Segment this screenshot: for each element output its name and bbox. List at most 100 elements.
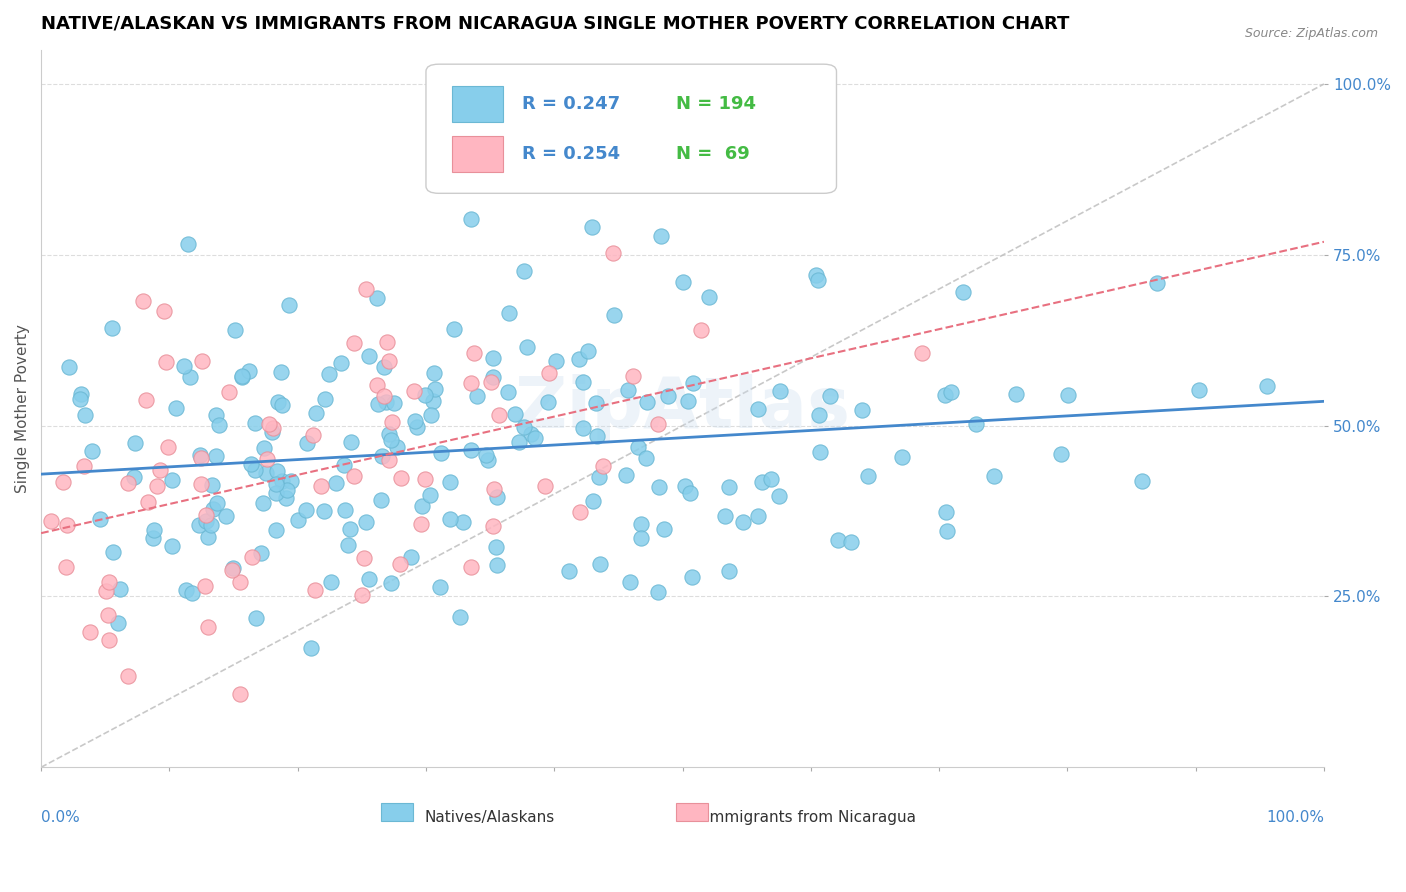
Point [807, 408, 830, 422]
Point [568, 351, 591, 366]
Text: NATIVE/ALASKAN VS IMMIGRANTS FROM NICARAGUA SINGLE MOTHER POVERTY CORRELATION CH: NATIVE/ALASKAN VS IMMIGRANTS FROM NICARA… [41, 15, 1070, 33]
Point [239, 458, 262, 472]
Point [132, 293, 155, 308]
Point [266, 465, 288, 479]
Point [636, 395, 658, 409]
Point [197, 530, 219, 544]
Point [200, 517, 222, 532]
Point [523, 431, 546, 445]
Point [309, 479, 332, 493]
Point [191, 354, 214, 368]
Point [190, 476, 212, 491]
Point [460, 443, 482, 458]
Point [475, 448, 498, 462]
Point [592, 458, 614, 473]
Point [747, 509, 769, 524]
Point [257, 417, 280, 431]
Point [266, 395, 288, 409]
Point [439, 475, 461, 489]
Point [422, 366, 444, 380]
Point [485, 558, 508, 572]
Point [152, 304, 174, 318]
Point [1188, 383, 1211, 397]
Point [619, 575, 641, 590]
Point [759, 473, 782, 487]
Point [373, 389, 395, 403]
Point [654, 522, 676, 536]
Point [650, 229, 672, 244]
Point [202, 501, 225, 516]
Point [375, 335, 398, 350]
Point [939, 385, 962, 400]
Point [177, 236, 200, 251]
Text: Natives/Alaskans: Natives/Alaskans [425, 810, 555, 825]
Point [384, 396, 406, 410]
Point [419, 487, 441, 501]
Point [100, 321, 122, 335]
Point [404, 384, 426, 399]
Point [423, 382, 446, 396]
Point [264, 485, 287, 500]
Point [352, 588, 374, 602]
Point [451, 516, 474, 530]
Point [682, 376, 704, 391]
Point [630, 531, 652, 545]
Point [422, 393, 444, 408]
Point [69, 387, 91, 401]
Point [512, 419, 534, 434]
Point [460, 212, 482, 227]
Point [94, 584, 117, 599]
Point [231, 370, 253, 384]
Point [589, 557, 612, 571]
Point [222, 560, 245, 574]
Point [187, 517, 209, 532]
Point [717, 564, 740, 578]
Point [252, 496, 274, 510]
Point [378, 427, 401, 442]
Point [481, 375, 503, 389]
Point [1256, 378, 1278, 392]
Point [572, 375, 595, 389]
Point [520, 426, 543, 441]
Point [399, 549, 422, 564]
Point [558, 565, 581, 579]
Point [404, 414, 426, 428]
Point [79, 624, 101, 639]
Point [80, 444, 103, 458]
Point [190, 450, 212, 465]
Point [194, 579, 217, 593]
Point [621, 368, 644, 383]
Point [353, 550, 375, 565]
Point [496, 384, 519, 399]
Point [271, 475, 294, 489]
Point [481, 370, 503, 384]
Point [69, 392, 91, 406]
Point [380, 433, 402, 447]
Point [336, 538, 359, 552]
Point [1050, 447, 1073, 461]
Point [679, 486, 702, 500]
Text: R = 0.247: R = 0.247 [522, 95, 620, 112]
Point [411, 499, 433, 513]
Point [413, 472, 436, 486]
Point [672, 275, 695, 289]
Point [818, 389, 841, 403]
Point [952, 285, 974, 300]
Point [318, 368, 340, 382]
Point [733, 515, 755, 529]
Point [339, 522, 361, 536]
Bar [381, 803, 413, 821]
Point [851, 403, 873, 417]
Text: N =  69: N = 69 [676, 145, 749, 163]
Point [634, 450, 657, 465]
FancyBboxPatch shape [426, 64, 837, 194]
Point [411, 516, 433, 531]
Point [614, 468, 637, 483]
Point [935, 505, 957, 519]
Point [117, 669, 139, 683]
Point [1004, 387, 1026, 401]
Point [156, 440, 179, 454]
Point [366, 291, 388, 305]
Bar [676, 803, 709, 821]
Point [935, 524, 957, 538]
